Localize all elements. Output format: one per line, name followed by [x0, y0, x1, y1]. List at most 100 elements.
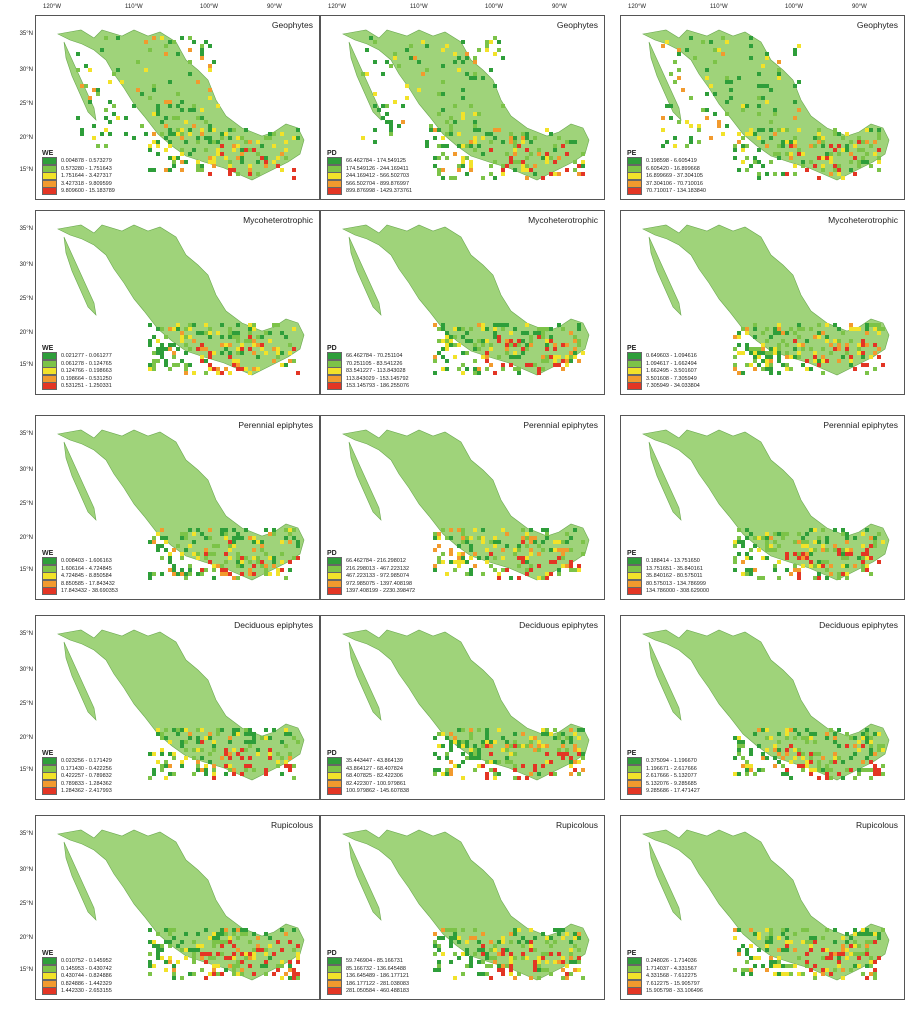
grid-cell	[373, 104, 377, 108]
grid-cell	[208, 160, 212, 164]
grid-cell	[284, 148, 288, 152]
grid-cell	[461, 371, 465, 375]
grid-cell	[729, 96, 733, 100]
legend-range: 5.132076 - 9.285685	[646, 780, 697, 787]
grid-cell	[749, 44, 753, 48]
grid-cell	[865, 363, 869, 367]
grid-cell	[821, 544, 825, 548]
legend-metric: PE	[627, 749, 637, 757]
grid-cell	[729, 88, 733, 92]
grid-cell	[469, 752, 473, 756]
grid-cell	[797, 323, 801, 327]
grid-cell	[272, 160, 276, 164]
grid-cell	[745, 536, 749, 540]
grid-cell	[501, 736, 505, 740]
grid-cell	[545, 339, 549, 343]
grid-cell	[505, 343, 509, 347]
grid-cell	[200, 48, 204, 52]
grid-cell	[469, 556, 473, 560]
grid-cell	[789, 327, 793, 331]
legend-row: 134.786000 - 308.629000	[627, 587, 709, 596]
grid-cell	[785, 752, 789, 756]
grid-cell	[212, 940, 216, 944]
legend-swatch	[327, 987, 342, 996]
grid-cell	[152, 140, 156, 144]
grid-cell	[529, 548, 533, 552]
grid-cell	[196, 760, 200, 764]
grid-cell	[192, 371, 196, 375]
grid-cell	[441, 92, 445, 96]
grid-cell	[152, 132, 156, 136]
grid-cell	[753, 355, 757, 359]
grid-cell	[477, 748, 481, 752]
grid-cell	[873, 772, 877, 776]
grid-cell	[737, 335, 741, 339]
grid-cell	[168, 80, 172, 84]
grid-cell	[513, 327, 517, 331]
grid-cell	[861, 363, 865, 367]
grid-cell	[176, 116, 180, 120]
grid-cell	[849, 168, 853, 172]
grid-cell	[573, 768, 577, 772]
grid-cell	[252, 956, 256, 960]
grid-cell	[236, 576, 240, 580]
grid-cell	[761, 556, 765, 560]
grid-cell	[228, 343, 232, 347]
grid-cell	[292, 536, 296, 540]
grid-cell	[785, 172, 789, 176]
grid-cell	[825, 568, 829, 572]
grid-cell	[509, 156, 513, 160]
grid-cell	[220, 932, 224, 936]
grid-cell	[481, 76, 485, 80]
legend-row: 1.442330 - 2.653155	[42, 987, 112, 996]
grid-cell	[200, 168, 204, 172]
grid-cell	[457, 556, 461, 560]
grid-cell	[757, 576, 761, 580]
grid-cell	[853, 940, 857, 944]
grid-cell	[577, 323, 581, 327]
grid-cell	[805, 952, 809, 956]
grid-cell	[224, 552, 228, 556]
grid-cell	[541, 355, 545, 359]
grid-cell	[132, 104, 136, 108]
grid-cell	[573, 944, 577, 948]
grid-cell	[565, 532, 569, 536]
grid-cell	[469, 160, 473, 164]
grid-cell	[184, 351, 188, 355]
grid-cell	[481, 932, 485, 936]
grid-cell	[481, 528, 485, 532]
grid-cell	[753, 367, 757, 371]
grid-cell	[773, 564, 777, 568]
grid-cell	[240, 367, 244, 371]
grid-cell	[405, 96, 409, 100]
legend-metric: PD	[327, 949, 337, 957]
grid-cell	[725, 124, 729, 128]
grid-cell	[449, 552, 453, 556]
grid-cell	[541, 728, 545, 732]
grid-cell	[437, 144, 441, 148]
grid-cell	[264, 932, 268, 936]
grid-cell	[793, 564, 797, 568]
grid-cell	[164, 116, 168, 120]
grid-cell	[196, 944, 200, 948]
grid-cell	[533, 936, 537, 940]
grid-cell	[168, 752, 172, 756]
grid-cell	[88, 68, 92, 72]
grid-cell	[228, 128, 232, 132]
map-legend: PD 59.746904 - 85.166731 85.166732 - 136.6…	[327, 950, 409, 996]
grid-cell	[264, 728, 268, 732]
legend-range: 1.284362 - 2.417993	[61, 788, 112, 795]
longitude-label: 100°W	[200, 4, 219, 10]
grid-cell	[453, 976, 457, 980]
grid-cell	[389, 124, 393, 128]
grid-cells	[733, 928, 885, 980]
grid-cell	[409, 44, 413, 48]
grid-cell	[441, 560, 445, 564]
grid-cells	[733, 728, 885, 780]
grid-cell	[825, 768, 829, 772]
grid-cell	[248, 323, 252, 327]
grid-cell	[849, 339, 853, 343]
grid-cell	[485, 956, 489, 960]
grid-cell	[833, 752, 837, 756]
grid-cell	[465, 331, 469, 335]
